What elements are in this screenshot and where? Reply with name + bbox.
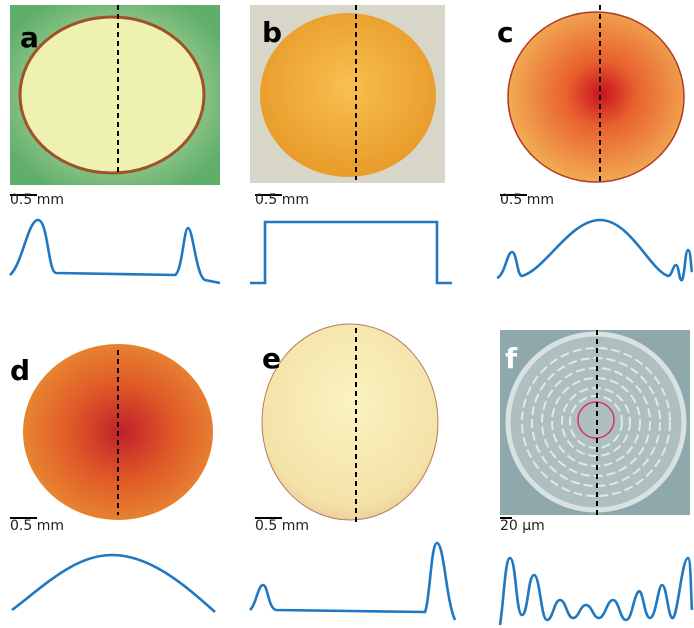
panel-e: e 0.5 mm	[250, 324, 455, 620]
droplet	[262, 324, 438, 520]
panel-f: f 20 µm	[500, 330, 692, 625]
panel-a: a 0.5 mm	[10, 5, 220, 283]
droplet	[20, 17, 204, 173]
panel-d: d 0.5 mm	[10, 344, 215, 612]
panel-label: c	[497, 16, 514, 49]
panel-label: d	[10, 354, 30, 387]
scale-label: 20 µm	[500, 518, 545, 534]
profile-curve	[12, 555, 215, 612]
scale-label: 0.5 mm	[255, 518, 309, 534]
figure: a 0.5 mm b 0.5 mm c 0.5 mm d 0.5 mm e 0.…	[0, 0, 694, 628]
panel-b: b 0.5 mm	[250, 5, 452, 283]
panel-c: c 0.5 mm	[497, 5, 692, 280]
profile-curve	[10, 220, 220, 283]
panel-label: e	[262, 342, 281, 375]
scale-label: 0.5 mm	[255, 192, 309, 208]
droplet	[508, 12, 684, 182]
panel-label: a	[20, 21, 39, 54]
panel-label: f	[505, 342, 518, 375]
profile-curve	[250, 543, 455, 620]
scale-label: 0.5 mm	[10, 518, 64, 534]
profile-curve	[500, 558, 692, 625]
scale-label: 0.5 mm	[10, 192, 64, 208]
profile-curve	[497, 220, 692, 280]
profile-curve	[250, 222, 452, 283]
scale-label: 0.5 mm	[500, 192, 554, 208]
panel-label: b	[262, 16, 282, 49]
droplet	[260, 13, 436, 177]
